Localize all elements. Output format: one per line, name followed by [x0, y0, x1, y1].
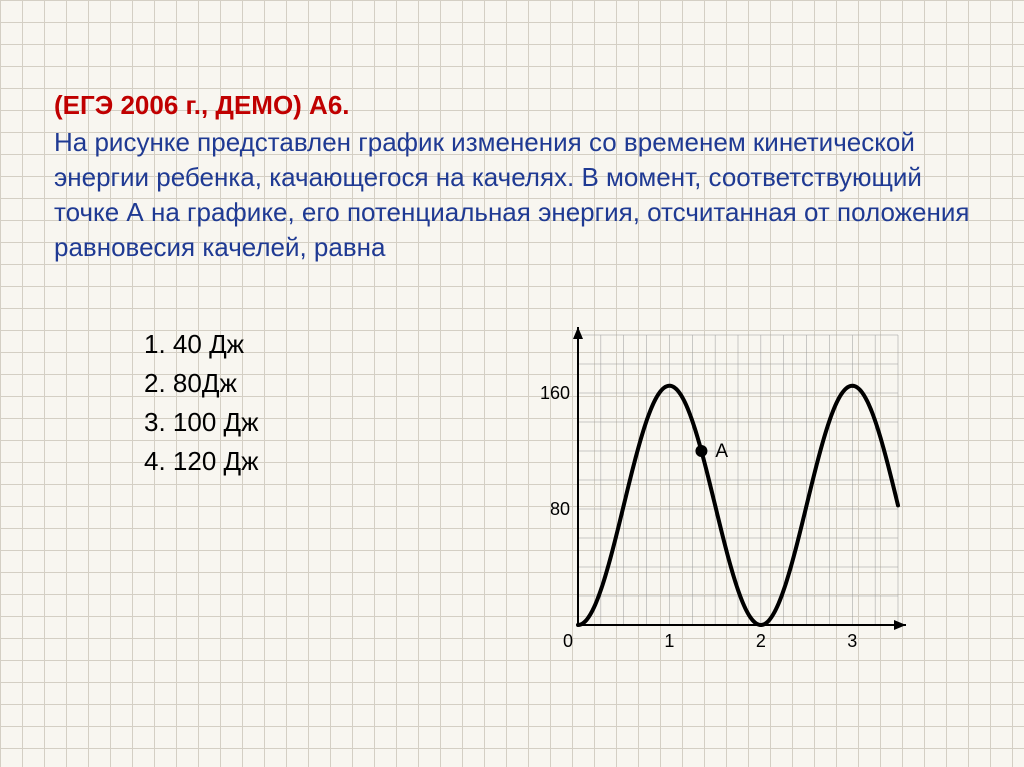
problem-title: (ЕГЭ 2006 г., ДЕМО) А6.	[54, 88, 970, 123]
answer-option-2: 80Дж	[144, 364, 259, 403]
answer-option-3: 100 Дж	[144, 403, 259, 442]
slide-content: (ЕГЭ 2006 г., ДЕМО) А6. На рисунке предс…	[0, 0, 1024, 655]
answer-option-1: 40 Дж	[144, 325, 259, 364]
problem-text: На рисунке представлен график изменения …	[54, 125, 970, 265]
svg-text:А: А	[715, 441, 728, 462]
answer-option-4: 120 Дж	[144, 442, 259, 481]
svg-text:3: 3	[847, 631, 857, 651]
svg-text:0: 0	[563, 631, 573, 651]
svg-text:1: 1	[664, 631, 674, 651]
svg-text:160: 160	[540, 383, 570, 403]
svg-text:80: 80	[550, 499, 570, 519]
svg-text:2: 2	[756, 631, 766, 651]
energy-chart: 801601230E, Джt, сА	[530, 325, 910, 655]
svg-text:E, Дж: E, Дж	[584, 325, 633, 326]
lower-row: 40 Дж 80Дж 100 Дж 120 Дж 801601230E, Джt…	[54, 325, 970, 655]
answer-options: 40 Дж 80Дж 100 Дж 120 Дж	[144, 325, 259, 481]
